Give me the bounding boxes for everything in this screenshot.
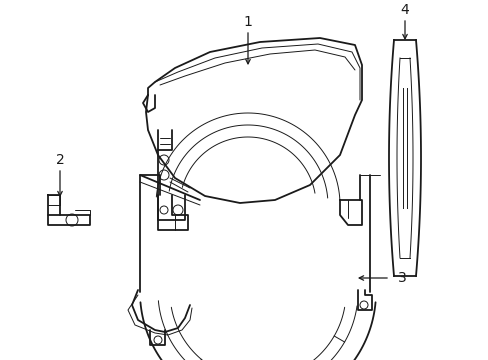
Text: 4: 4 xyxy=(400,3,408,17)
Text: 3: 3 xyxy=(397,271,406,285)
Text: 1: 1 xyxy=(243,15,252,29)
Text: 2: 2 xyxy=(56,153,64,167)
